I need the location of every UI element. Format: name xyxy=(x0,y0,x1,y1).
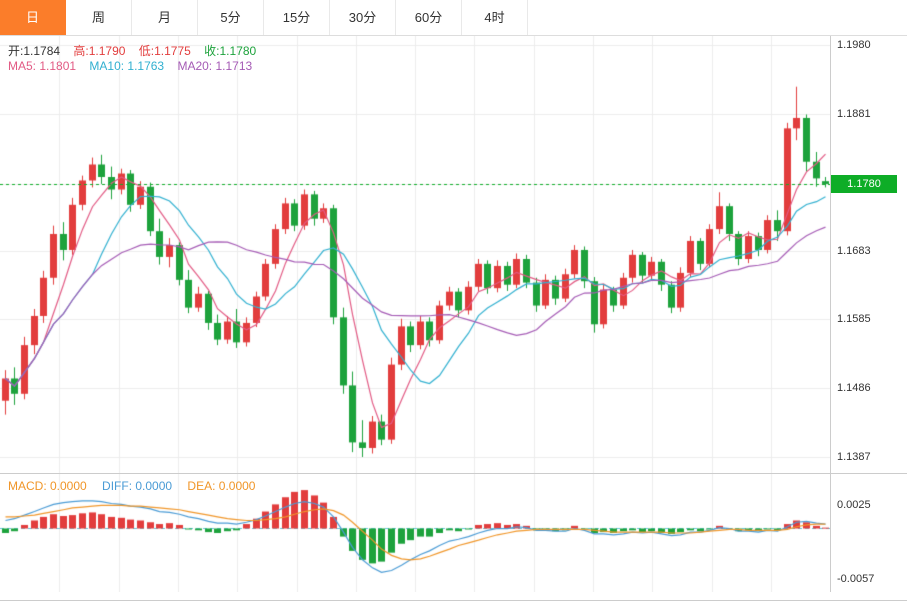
open-value: 开:1.1784 xyxy=(8,44,61,58)
macd-axis-label: -0.0057 xyxy=(837,572,875,585)
price-axis-label: 1.1683 xyxy=(837,245,871,258)
price-axis-label: 1.1486 xyxy=(837,382,871,395)
macd-axis-label: 0.0025 xyxy=(837,499,871,512)
close-value: 收:1.1780 xyxy=(204,44,257,58)
tab-60min[interactable]: 60分 xyxy=(396,0,462,35)
ma5-value: MA5: 1.1801 xyxy=(8,59,77,73)
ma-legend: MA5: 1.1801 MA10: 1.1763 MA20: 1.1713 xyxy=(8,59,262,73)
macd-chart-canvas[interactable] xyxy=(0,474,830,592)
tab-30min[interactable]: 30分 xyxy=(330,0,396,35)
macd-panel: MACD: 0.0000 DIFF: 0.0000 DEA: 0.0000 0.… xyxy=(0,473,907,592)
low-value: 低:1.1775 xyxy=(138,44,191,58)
main-chart-panel: 开:1.1784 高:1.1790 低:1.1775 收:1.1780 MA5:… xyxy=(0,36,907,473)
current-price-tag: 1.1780 xyxy=(831,174,897,193)
ma20-value: MA20: 1.1713 xyxy=(177,59,253,73)
tab-5min[interactable]: 5分 xyxy=(198,0,264,35)
macd-axis: 0.0025 -0.0057 xyxy=(830,474,907,592)
high-value: 高:1.1790 xyxy=(73,44,126,58)
price-axis-label: 1.1585 xyxy=(837,313,871,326)
price-axis-label: 1.1881 xyxy=(837,107,871,120)
tab-week[interactable]: 周 xyxy=(66,0,132,35)
candlestick-chart-canvas[interactable] xyxy=(0,36,830,473)
price-axis: 1.1980 1.1881 1.1780 1.1683 1.1585 1.148… xyxy=(830,36,907,473)
ohlc-legend: 开:1.1784 高:1.1790 低:1.1775 收:1.1780 xyxy=(8,42,266,59)
macd-value: MACD: 0.0000 xyxy=(8,479,87,493)
tab-month[interactable]: 月 xyxy=(132,0,198,35)
tab-day[interactable]: 日 xyxy=(0,0,66,35)
diff-value: DIFF: 0.0000 xyxy=(102,479,173,493)
price-axis-label: 1.1387 xyxy=(837,451,871,463)
bottom-border xyxy=(0,592,907,601)
ma10-value: MA10: 1.1763 xyxy=(89,59,165,73)
macd-legend: MACD: 0.0000 DIFF: 0.0000 DEA: 0.0000 xyxy=(8,479,267,493)
price-axis-label: 1.1980 xyxy=(837,39,871,51)
tab-15min[interactable]: 15分 xyxy=(264,0,330,35)
dea-value: DEA: 0.0000 xyxy=(187,479,256,493)
timeframe-tabbar: 日 周 月 5分 15分 30分 60分 4时 xyxy=(0,0,907,36)
tab-4hour[interactable]: 4时 xyxy=(462,0,528,35)
